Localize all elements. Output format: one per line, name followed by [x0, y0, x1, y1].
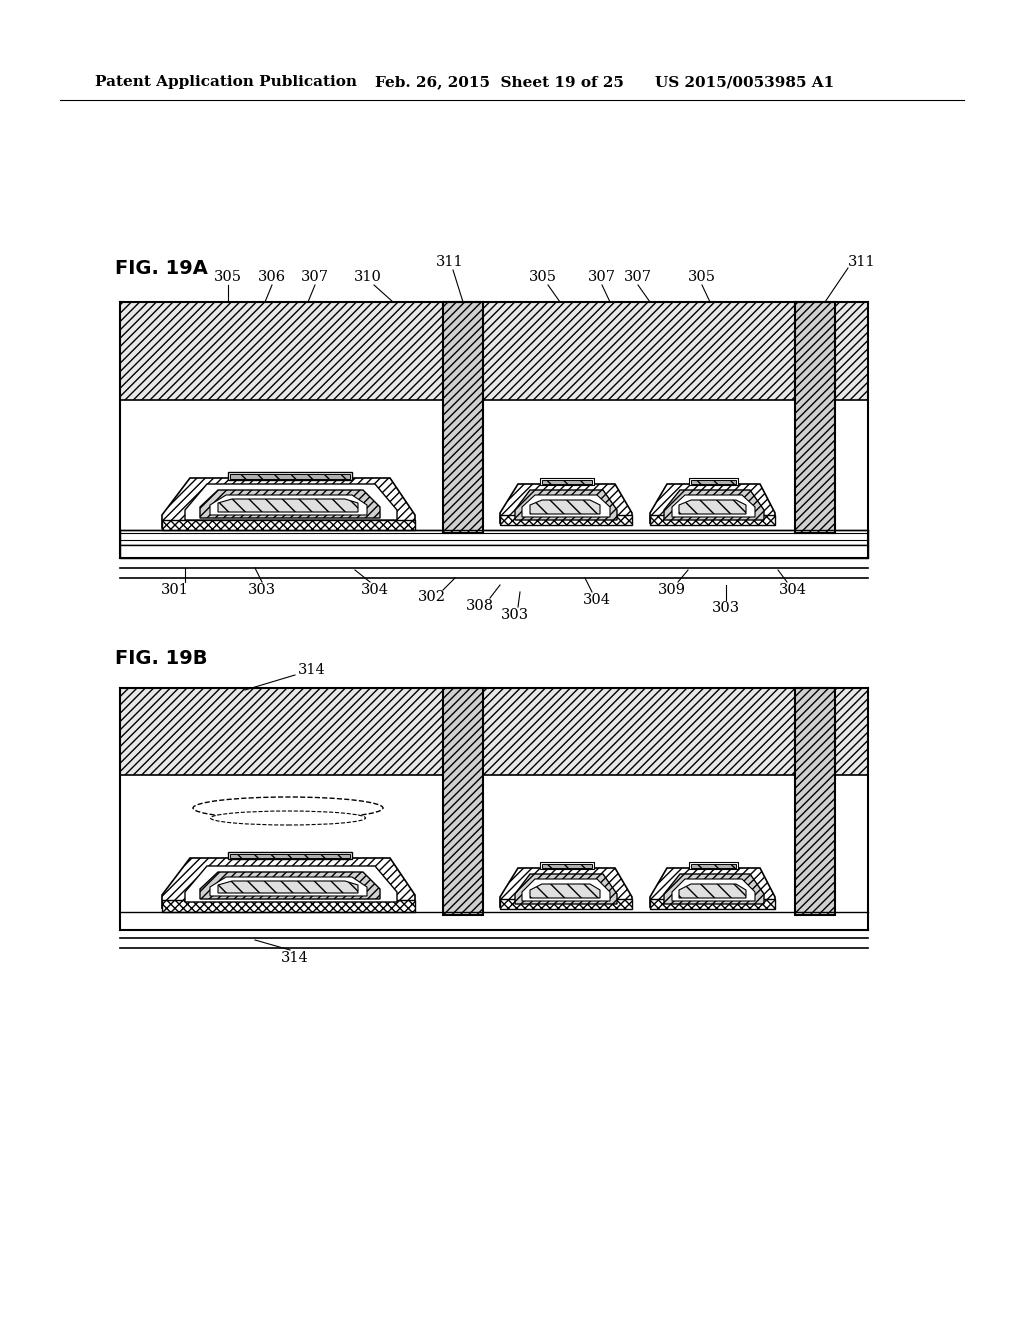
Bar	[162, 520, 415, 531]
Text: US 2015/0053985 A1: US 2015/0053985 A1	[655, 75, 835, 88]
Text: 303: 303	[501, 609, 529, 622]
Text: 310: 310	[354, 271, 382, 284]
Bar	[230, 854, 350, 858]
Bar	[542, 865, 592, 869]
Bar	[443, 302, 483, 533]
Bar	[795, 302, 835, 533]
Ellipse shape	[193, 797, 383, 818]
Polygon shape	[679, 500, 746, 513]
Text: 301: 301	[161, 583, 189, 597]
Text: 307: 307	[301, 271, 329, 284]
Text: 311: 311	[436, 255, 464, 269]
Bar	[540, 478, 594, 484]
Bar	[443, 688, 483, 915]
Polygon shape	[185, 866, 397, 902]
Bar	[500, 515, 632, 525]
Ellipse shape	[211, 810, 366, 825]
Polygon shape	[664, 874, 764, 904]
Polygon shape	[218, 880, 358, 894]
Text: 303: 303	[248, 583, 276, 597]
Text: 305: 305	[688, 271, 716, 284]
Bar	[120, 302, 868, 400]
Polygon shape	[515, 874, 617, 904]
Text: 314: 314	[282, 950, 309, 965]
Text: 305: 305	[529, 271, 557, 284]
Text: 305: 305	[214, 271, 242, 284]
Polygon shape	[530, 884, 600, 898]
Bar	[162, 900, 415, 912]
Polygon shape	[672, 879, 755, 902]
Bar	[689, 478, 738, 484]
Polygon shape	[522, 879, 610, 902]
Bar	[500, 899, 632, 909]
Bar	[795, 688, 835, 915]
Bar	[120, 531, 868, 545]
Polygon shape	[200, 490, 380, 517]
Text: 311: 311	[848, 255, 876, 269]
Bar	[230, 474, 350, 479]
Polygon shape	[210, 876, 367, 896]
Text: 309: 309	[658, 583, 686, 597]
Bar	[228, 851, 352, 859]
Polygon shape	[500, 869, 632, 907]
Polygon shape	[185, 484, 397, 520]
Polygon shape	[530, 500, 600, 513]
Bar	[650, 515, 775, 525]
Bar	[542, 480, 592, 484]
Text: 308: 308	[466, 599, 494, 612]
Polygon shape	[650, 869, 775, 907]
Text: 306: 306	[258, 271, 286, 284]
Text: 314: 314	[298, 663, 326, 677]
Polygon shape	[162, 858, 415, 908]
Text: 304: 304	[779, 583, 807, 597]
Bar	[691, 480, 736, 484]
Text: 302: 302	[418, 590, 446, 605]
Text: FIG. 19B: FIG. 19B	[115, 648, 208, 668]
Bar	[650, 899, 775, 909]
Text: Patent Application Publication: Patent Application Publication	[95, 75, 357, 88]
Polygon shape	[650, 484, 775, 523]
Text: 307: 307	[588, 271, 616, 284]
Bar	[540, 862, 594, 869]
Polygon shape	[672, 495, 755, 517]
Polygon shape	[500, 484, 632, 523]
Text: 307: 307	[624, 271, 652, 284]
Text: 304: 304	[361, 583, 389, 597]
Polygon shape	[522, 495, 610, 517]
Polygon shape	[515, 490, 617, 520]
Polygon shape	[664, 490, 764, 520]
Bar	[120, 688, 868, 775]
Bar	[689, 862, 738, 869]
Text: FIG. 19A: FIG. 19A	[115, 259, 208, 277]
Text: 303: 303	[712, 601, 740, 615]
Polygon shape	[200, 873, 380, 899]
Polygon shape	[218, 499, 358, 512]
Bar	[120, 545, 868, 558]
Bar	[691, 865, 736, 869]
Polygon shape	[679, 884, 746, 898]
Bar	[228, 473, 352, 480]
Polygon shape	[210, 495, 367, 515]
Text: Feb. 26, 2015  Sheet 19 of 25: Feb. 26, 2015 Sheet 19 of 25	[375, 75, 624, 88]
Text: 304: 304	[583, 593, 611, 607]
Polygon shape	[162, 478, 415, 528]
